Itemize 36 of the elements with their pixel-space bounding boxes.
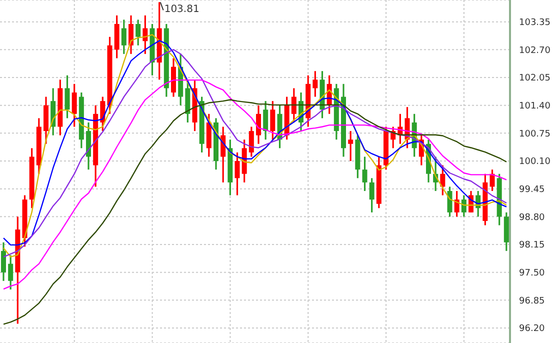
y-tick-label: 100.10: [519, 157, 551, 168]
y-tick-label: 96.85: [519, 296, 545, 306]
candlestick: [256, 104, 261, 145]
y-tick-label: 96.20: [519, 324, 546, 334]
candlestick: [440, 164, 446, 196]
y-tick-label: 101.40: [519, 102, 551, 112]
y-tick-label: 98.15: [519, 240, 545, 251]
candlestick: [291, 87, 296, 124]
candlestick: [362, 156, 368, 192]
y-tick-label: 100.75: [519, 129, 550, 140]
y-tick-label: 102.70: [519, 46, 551, 56]
candlestick: [121, 18, 126, 55]
candlestick: [312, 70, 318, 98]
y-tick-label: 99.45: [519, 185, 545, 196]
candlestick: [100, 96, 106, 132]
y-tick-label: 98.80: [519, 212, 546, 223]
candlestick: [1, 242, 6, 282]
candlestick: [64, 74, 70, 119]
candlestick: [136, 18, 141, 46]
candlestick: [454, 190, 460, 218]
candlestick: [270, 100, 276, 140]
candlestick: [461, 194, 466, 218]
line-series: [2, 79, 508, 290]
candlestick: [128, 14, 134, 55]
candlestick: [263, 100, 268, 140]
candlestick: [72, 83, 77, 128]
candlestick: [234, 152, 240, 196]
candlestick: [348, 130, 354, 162]
y-tick-label: 103.35: [519, 18, 550, 28]
candlestick: [248, 126, 254, 158]
y-tick-label: 102.05: [519, 74, 550, 84]
annotation: 103.81: [164, 4, 200, 16]
candlestick: [369, 177, 374, 214]
candlestick: [8, 254, 14, 290]
y-tick-label: 97.50: [519, 268, 546, 279]
candlestick: [447, 186, 452, 218]
